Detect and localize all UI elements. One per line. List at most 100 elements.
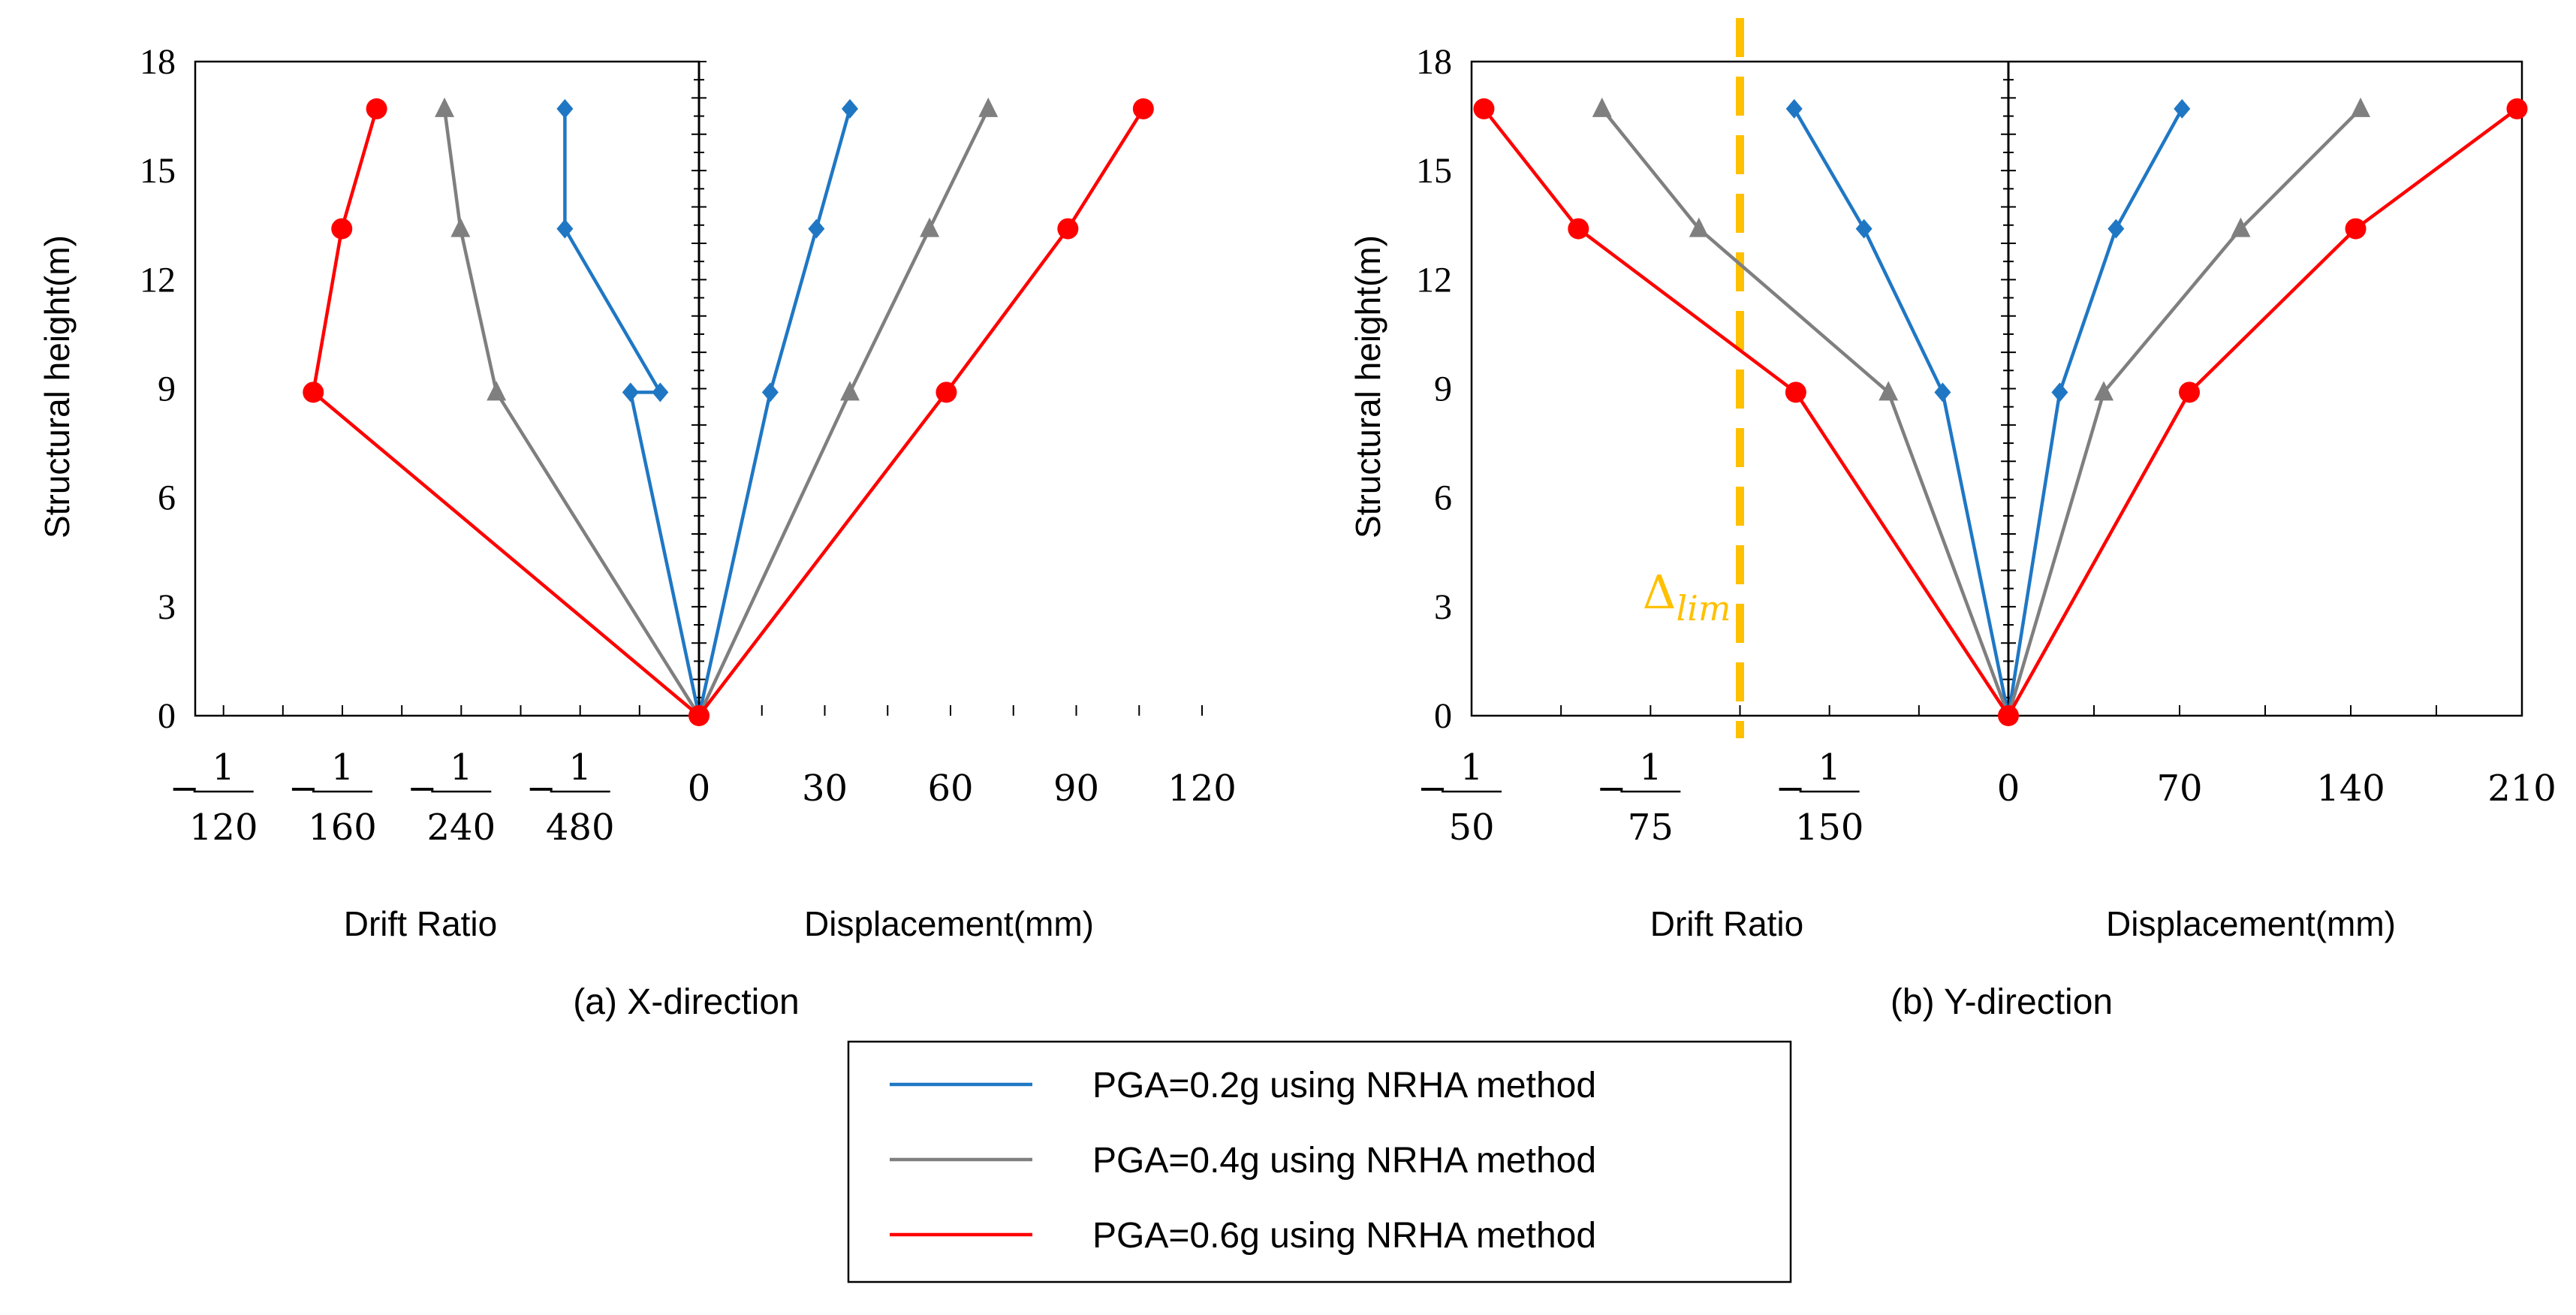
disp-tick-label: 30 [802, 768, 848, 810]
legend-label-2: PGA=0.6g using NRHA method [1092, 1216, 1596, 1256]
drift-tick-minus: − [1418, 768, 1448, 810]
y-axis-label-y: Structural height(m) [1348, 235, 1387, 538]
y-tick-label: 12 [140, 260, 176, 300]
series-1-disp-line [2006, 107, 2362, 716]
y-tick-label: 12 [1416, 260, 1452, 300]
legend-box [847, 1040, 1792, 1283]
series-1-drift-point [1879, 381, 1899, 401]
drift-tick-minus: − [1776, 768, 1806, 810]
series-0-drift-point [1934, 382, 1951, 403]
drift-tick-numerator: 1 [1460, 746, 1484, 789]
series-1-drift-line [1600, 107, 2011, 716]
drift-tick-numerator: 1 [331, 746, 354, 789]
series-2-drift-point [1568, 218, 1589, 240]
drift-tick-numerator: 1 [568, 746, 592, 789]
disp-tick-label: 120 [1167, 768, 1237, 810]
y-tick-label: 15 [140, 151, 176, 191]
y-tick-label: 6 [158, 478, 176, 518]
series-1-disp-point [2351, 97, 2371, 117]
series-0-disp-point [808, 219, 825, 239]
drift-tick-minus: − [288, 768, 318, 810]
series-1-disp-point [2231, 217, 2251, 237]
drift-tick-label: −1 240 [407, 746, 496, 849]
series-2-disp-point [1057, 218, 1079, 240]
y-tick-label: 0 [1434, 696, 1452, 736]
series-2-drift-point [303, 382, 324, 403]
drift-ratio-label-y: Drift Ratio [1650, 904, 1803, 943]
series-2-disp-point [2179, 382, 2201, 403]
disp-tick-label: 140 [2316, 768, 2385, 810]
y-tick-label: 15 [1416, 151, 1452, 191]
series-1-drift-line [442, 108, 700, 717]
caption-x-direction: (a) X-direction [573, 982, 799, 1022]
series-2-disp-point [2506, 98, 2528, 119]
series-2-disp-point [1132, 98, 1154, 119]
y-tick-label: 3 [1434, 587, 1452, 627]
series-0-disp-point [842, 98, 858, 119]
drift-tick-minus: − [526, 768, 556, 810]
drift-tick-numerator: 1 [1818, 746, 1841, 789]
displacement-label-y: Displacement(mm) [2106, 904, 2396, 943]
disp-tick-label: 0 [688, 768, 711, 810]
displacement-label-x: Displacement(mm) [804, 904, 1094, 943]
series-2-drift-line [311, 108, 700, 717]
drift-tick-label: −1 160 [288, 746, 377, 849]
series-1-drift-point [435, 97, 455, 117]
y-tick-label: 9 [1434, 369, 1452, 409]
disp-tick-label: 0 [1997, 768, 2020, 810]
origin-point [688, 705, 710, 726]
drift-tick-label: −1 120 [170, 746, 258, 849]
series-2-disp-point [2345, 218, 2367, 240]
series-0-drift-line [1792, 107, 2011, 716]
legend-label-0: PGA=0.2g using NRHA method [1092, 1066, 1596, 1105]
series-0-disp-point [2107, 219, 2125, 239]
series-2-drift-line [1482, 107, 2010, 717]
drift-tick-label: −1 480 [526, 746, 615, 849]
disp-tick-label: 210 [2487, 768, 2556, 810]
series-1-disp-point [920, 217, 940, 237]
series-0-drift-line [563, 108, 701, 716]
drift-tick-denominator: 120 [189, 807, 258, 849]
y-tick-label: 18 [1416, 42, 1452, 82]
y-tick-label: 0 [158, 696, 176, 736]
drift-tick-denominator: 75 [1628, 807, 1674, 849]
drift-tick-label: −1 150 [1776, 746, 1864, 849]
plot-frame-x [194, 60, 700, 717]
plot-frame-y [1470, 60, 2523, 717]
drift-tick-numerator: 1 [450, 746, 473, 789]
series-2-drift-point [366, 98, 387, 119]
drift-tick-numerator: 1 [1639, 746, 1662, 789]
y-tick-label: 18 [140, 42, 176, 82]
drift-limit-label: Δlim [1643, 565, 1731, 629]
series-0-drift-point [556, 219, 574, 239]
series-0-drift-point [622, 382, 639, 403]
legend: PGA=0.2g using NRHA method PGA=0.4g using… [847, 1040, 1792, 1283]
series-0-disp-point [2051, 382, 2068, 403]
origin-point [1998, 705, 2019, 726]
drift-tick-denominator: 160 [308, 807, 377, 849]
disp-tick-label: 70 [2156, 768, 2202, 810]
drift-tick-label: −1 50 [1418, 746, 1502, 849]
drift-tick-minus: − [407, 768, 437, 810]
series-2-disp-line [697, 107, 1145, 717]
series-2-drift-point [1785, 382, 1806, 403]
series-2-drift-point [331, 218, 353, 240]
series-1-disp-point [2094, 381, 2114, 401]
y-axis-label-x: Structural height(m) [38, 235, 77, 538]
series-0-disp-point [2174, 98, 2191, 119]
series-2-disp-line [2007, 107, 2518, 717]
series-1-disp-point [840, 381, 860, 401]
series-1-drift-point [1689, 217, 1709, 237]
drift-ratio-label-x: Drift Ratio [344, 904, 497, 943]
drift-tick-denominator: 480 [546, 807, 615, 849]
disp-tick-label: 60 [927, 768, 973, 810]
series-2-drift-point [1473, 98, 1495, 119]
disp-tick-label: 90 [1053, 768, 1099, 810]
caption-y-direction: (b) Y-direction [1891, 982, 2113, 1022]
drift-tick-label: −1 75 [1596, 746, 1681, 849]
series-0-drift-point [1855, 219, 1872, 239]
series-0-drift-point [556, 98, 574, 119]
y-tick-label: 9 [158, 369, 176, 409]
series-0-disp-point [761, 382, 779, 403]
